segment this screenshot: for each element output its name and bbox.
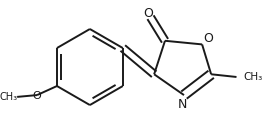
Text: O: O [33,91,41,101]
Text: O: O [204,32,213,45]
Text: O: O [143,7,153,20]
Text: CH₃: CH₃ [244,72,263,82]
Text: N: N [178,98,187,111]
Text: CH₃: CH₃ [0,92,17,102]
